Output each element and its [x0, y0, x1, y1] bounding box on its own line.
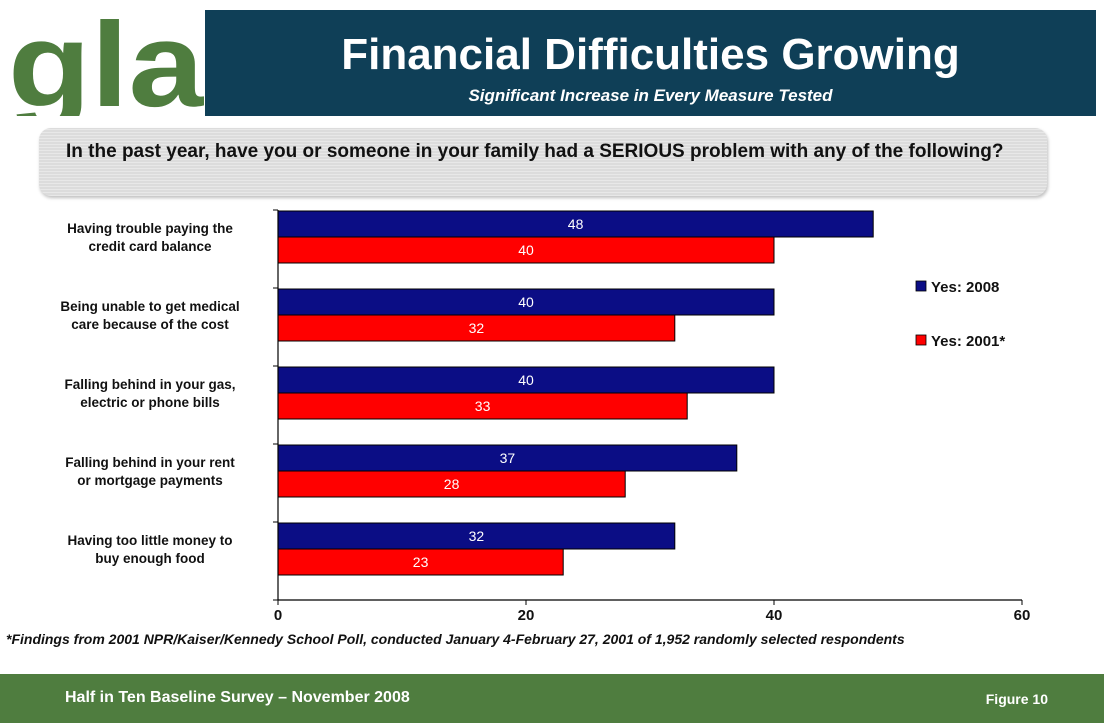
- footnote: *Findings from 2001 NPR/Kaiser/Kennedy S…: [6, 631, 905, 647]
- category-label: or mortgage payments: [77, 473, 223, 488]
- legend-swatch: [915, 280, 927, 292]
- x-tick-label: 0: [274, 607, 282, 624]
- category-label: care because of the cost: [71, 317, 229, 332]
- bar-2008-2: [277, 288, 775, 316]
- category-label: Falling behind in your rent: [65, 455, 235, 470]
- question-text: In the past year, have you or someone in…: [66, 141, 1004, 162]
- data-label: 32: [469, 320, 485, 336]
- footer-source: Half in Ten Baseline Survey – November 2…: [65, 689, 410, 706]
- figure-number: Figure 10: [985, 691, 1048, 707]
- category-label: Having too little money to: [67, 533, 232, 548]
- bar-chart: 48 40 Having trouble paying the credit card…: [60, 209, 1031, 624]
- category-label: Falling behind in your gas,: [64, 377, 235, 392]
- logo-text: gla: [8, 8, 204, 116]
- x-tick-label: 60: [1014, 607, 1031, 624]
- bar-2008-1: [277, 210, 874, 238]
- category-label: electric or phone bills: [80, 395, 220, 410]
- data-label: 40: [518, 242, 534, 258]
- data-label: 40: [518, 294, 534, 310]
- legend-label: Yes: 2008: [931, 279, 999, 296]
- category-label: Being unable to get medical: [60, 299, 239, 314]
- data-label: 23: [413, 554, 429, 570]
- category-label: credit card balance: [88, 239, 212, 254]
- bar-2001-1: [277, 236, 775, 264]
- bar-2001-2: [277, 314, 676, 342]
- page-subtitle: Significant Increase in Every Measure Te…: [468, 86, 833, 105]
- x-tick-label: 40: [766, 607, 783, 624]
- bar-2008-4: [277, 444, 738, 472]
- data-label: 40: [518, 372, 534, 388]
- data-label: 32: [469, 528, 485, 544]
- question-box: In the past year, have you or someone in…: [39, 128, 1047, 196]
- data-label: 28: [444, 476, 460, 492]
- data-label: 48: [568, 216, 584, 232]
- legend-label: Yes: 2001*: [931, 333, 1005, 350]
- data-label: 37: [500, 450, 516, 466]
- title-banner: Financial Difficulties Growing Significa…: [205, 10, 1096, 116]
- legend-swatch: [915, 334, 927, 346]
- footer-bar: Half in Ten Baseline Survey – November 2…: [0, 674, 1104, 723]
- category-label: Having trouble paying the: [67, 221, 233, 236]
- bar-2001-3: [277, 392, 688, 420]
- x-tick-label: 20: [518, 607, 535, 624]
- page-title: Financial Difficulties Growing: [341, 30, 960, 79]
- data-label: 33: [475, 398, 491, 414]
- category-label: buy enough food: [95, 551, 204, 566]
- gla-logo: gla: [8, 0, 205, 132]
